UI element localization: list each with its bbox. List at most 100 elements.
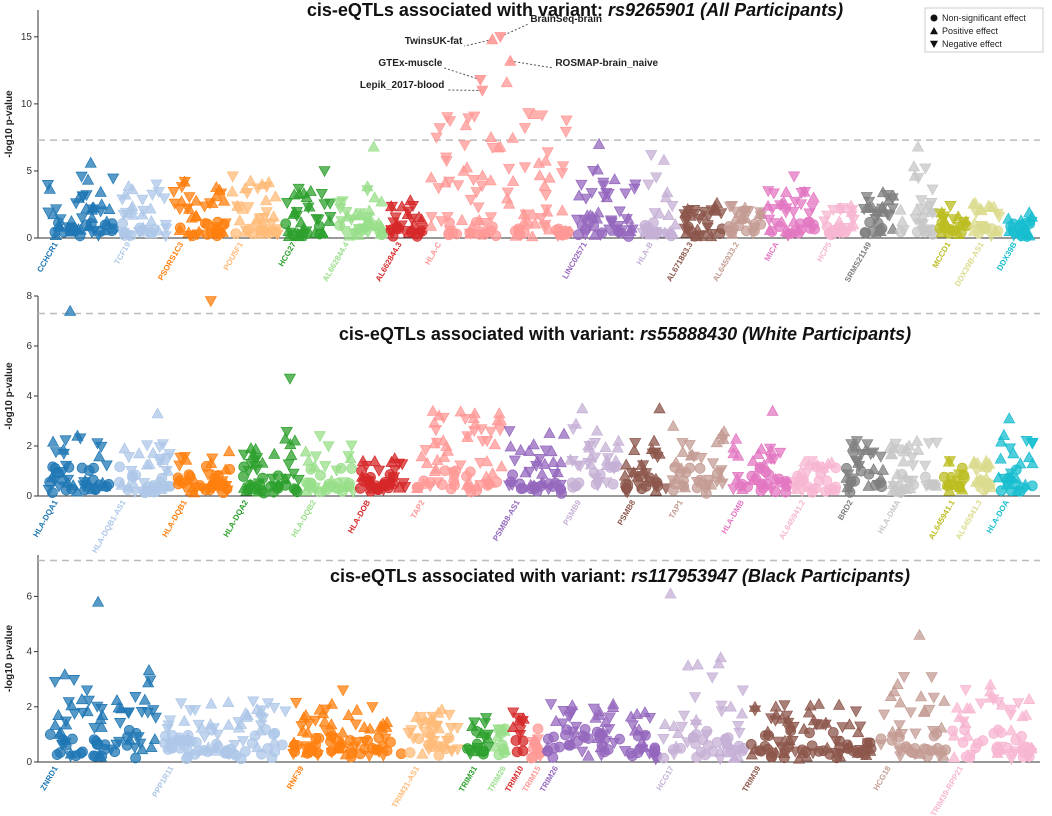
data-point <box>875 733 887 745</box>
data-point <box>114 461 126 473</box>
gene-label: HLA-DQA1 <box>31 498 60 539</box>
data-point <box>570 480 582 492</box>
data-point <box>145 741 158 753</box>
data-point <box>136 743 149 755</box>
y-axis-label: -log10 p-value <box>4 362 15 430</box>
data-point <box>211 227 223 238</box>
data-point <box>372 465 386 477</box>
data-point <box>861 439 874 451</box>
data-point <box>775 742 788 754</box>
data-point <box>311 750 324 762</box>
data-point <box>712 657 725 669</box>
data-point <box>925 205 938 217</box>
data-point <box>582 439 595 451</box>
data-point <box>513 729 527 741</box>
data-point <box>445 746 458 758</box>
data-point <box>498 724 511 736</box>
data-point <box>470 187 483 199</box>
data-point <box>198 745 210 756</box>
gene-label: MCCD1 <box>931 240 953 270</box>
data-point <box>173 224 186 236</box>
data-point <box>975 204 988 216</box>
data-point <box>793 227 804 239</box>
data-point <box>852 726 865 738</box>
data-point <box>142 663 156 675</box>
data-point <box>862 479 875 491</box>
data-point <box>287 736 300 748</box>
gene-group <box>745 697 877 764</box>
data-point <box>132 447 146 459</box>
gene-group <box>489 723 512 761</box>
data-point <box>498 743 509 755</box>
data-point <box>876 463 890 475</box>
data-point <box>297 222 310 234</box>
data-point <box>955 227 967 238</box>
data-point <box>717 425 731 437</box>
gene-label: HLA-DQA2 <box>222 498 251 539</box>
data-point <box>313 732 325 744</box>
data-point <box>543 426 556 438</box>
data-point <box>518 123 532 135</box>
annotation-point <box>486 33 499 45</box>
data-point <box>260 207 273 219</box>
data-point <box>705 230 718 242</box>
annotation-point <box>474 74 487 86</box>
data-point <box>95 198 108 210</box>
data-point <box>128 742 141 754</box>
data-point <box>288 434 302 446</box>
data-point <box>484 212 498 224</box>
data-point <box>897 455 910 467</box>
data-point <box>967 224 980 236</box>
data-point <box>1016 731 1027 742</box>
data-point <box>897 672 911 684</box>
data-point <box>159 231 172 243</box>
data-point <box>161 464 174 476</box>
data-point <box>887 732 900 744</box>
data-point <box>658 718 672 730</box>
data-point <box>443 709 456 721</box>
data-point <box>845 205 858 217</box>
data-point <box>883 210 896 222</box>
data-point <box>908 169 922 181</box>
data-point <box>244 174 257 186</box>
data-point <box>802 706 816 718</box>
data-point <box>439 176 452 188</box>
data-point <box>555 484 567 495</box>
data-point <box>650 172 663 184</box>
data-point <box>1000 480 1014 492</box>
data-point <box>833 215 846 227</box>
y-axis-label: -log10 p-value <box>4 90 15 158</box>
y-axis-label: -log10 p-value <box>4 624 15 692</box>
data-point <box>628 444 641 456</box>
data-point <box>675 462 688 474</box>
data-point <box>273 481 286 493</box>
data-point <box>59 435 72 447</box>
data-point <box>207 723 220 735</box>
data-point <box>479 217 492 229</box>
data-point <box>412 211 426 222</box>
data-point <box>646 448 659 460</box>
gene-label: AL645941.2 <box>777 498 807 541</box>
data-point <box>183 192 196 204</box>
data-point <box>677 710 691 722</box>
data-point <box>326 725 339 737</box>
data-point <box>653 402 666 414</box>
data-point <box>820 486 831 497</box>
data-point <box>658 752 670 764</box>
data-point <box>958 469 970 481</box>
data-point <box>485 225 497 236</box>
data-point <box>48 676 62 688</box>
y-tick-label: 4 <box>26 647 32 658</box>
data-point <box>864 744 877 756</box>
data-point <box>585 188 598 200</box>
data-point <box>118 226 129 238</box>
data-point <box>974 698 987 710</box>
data-point <box>367 140 380 152</box>
data-point <box>895 226 907 238</box>
data-point <box>313 486 325 497</box>
data-point <box>441 444 454 456</box>
data-point <box>914 690 928 702</box>
data-point <box>385 200 398 212</box>
data-point <box>349 719 362 731</box>
